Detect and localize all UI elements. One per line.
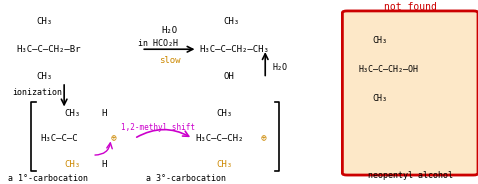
FancyBboxPatch shape <box>342 11 478 175</box>
Text: H₃C—C—CH₂—OH: H₃C—C—CH₂—OH <box>359 65 419 74</box>
Text: CH₃: CH₃ <box>64 109 80 118</box>
Text: H₂O: H₂O <box>161 26 177 36</box>
Text: H₃C—C—CH₂: H₃C—C—CH₂ <box>195 134 243 143</box>
Text: H: H <box>101 109 107 118</box>
Text: CH₃: CH₃ <box>373 36 388 45</box>
Text: CH₃: CH₃ <box>36 17 52 26</box>
Text: ⊕: ⊕ <box>111 134 117 144</box>
Text: in HCO₂H: in HCO₂H <box>138 39 178 48</box>
Text: CH₃: CH₃ <box>223 17 239 26</box>
Text: CH₃: CH₃ <box>373 94 388 103</box>
Text: H₂O: H₂O <box>272 63 287 72</box>
Text: H₃C—C—C: H₃C—C—C <box>41 134 78 143</box>
Text: CH₃: CH₃ <box>216 109 232 118</box>
Text: CH₃: CH₃ <box>36 72 52 81</box>
Text: not found: not found <box>384 2 436 12</box>
Text: ionization: ionization <box>13 89 63 98</box>
Text: H: H <box>101 160 107 169</box>
Text: a 1°-carbocation: a 1°-carbocation <box>8 174 88 183</box>
Text: a 3°-carbocation: a 3°-carbocation <box>146 174 226 183</box>
Text: slow: slow <box>159 56 180 65</box>
Text: CH₃: CH₃ <box>64 160 80 169</box>
Text: H₃C—C—CH₂—CH₃: H₃C—C—CH₂—CH₃ <box>200 45 270 54</box>
Text: H₃C—C—CH₂—Br: H₃C—C—CH₂—Br <box>16 45 80 54</box>
Text: OH: OH <box>223 72 234 81</box>
Text: ⊕: ⊕ <box>261 134 266 144</box>
Text: neopentyl alcohol: neopentyl alcohol <box>368 171 453 180</box>
Text: CH₃: CH₃ <box>216 160 232 169</box>
Text: 1,2-methyl shift: 1,2-methyl shift <box>120 123 195 132</box>
